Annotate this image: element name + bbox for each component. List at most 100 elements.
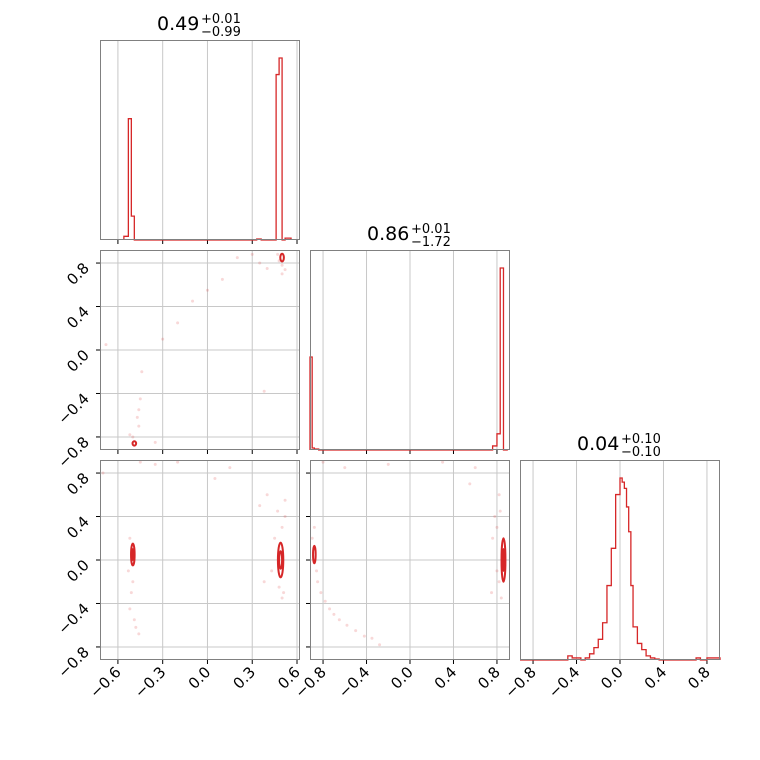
contour-level bbox=[130, 548, 135, 562]
x-tick-label: 0.4 bbox=[431, 663, 461, 693]
scatter-point bbox=[280, 263, 284, 267]
panel-p0-p1: −0.8 −0.4 0.0 0.4 0.8 bbox=[54, 250, 300, 472]
x-tick-label: 0.0 bbox=[185, 663, 215, 693]
scatter-point bbox=[270, 569, 274, 573]
title-p1: 0.86 +0.01 −1.72 bbox=[367, 222, 451, 250]
panels: −0.8−0.40.00.40.8−0.6 −0.3 0.0 0.3 0.6−0.8−0… bbox=[54, 40, 721, 702]
panel-frame bbox=[520, 460, 720, 660]
x-tick-label: 0.0 bbox=[597, 663, 627, 693]
scatter-point bbox=[131, 580, 135, 584]
scatter-point bbox=[319, 591, 323, 595]
scatter-point bbox=[191, 299, 195, 303]
scatter-point bbox=[468, 482, 472, 486]
scatter-point bbox=[228, 466, 232, 470]
scatter-point bbox=[129, 591, 133, 595]
title-p0: 0.49 +0.01 −0.99 bbox=[157, 12, 241, 40]
scatter-point bbox=[128, 607, 132, 611]
scatter-point bbox=[386, 462, 390, 466]
x-tick-label: −0.3 bbox=[131, 663, 169, 701]
scatter-point bbox=[258, 504, 262, 508]
y-tick-label: 0.4 bbox=[63, 513, 93, 543]
scatter-point bbox=[101, 471, 105, 475]
scatter-point bbox=[213, 476, 217, 480]
contour-level bbox=[278, 550, 284, 570]
scatter-point bbox=[235, 256, 239, 260]
scatter-point bbox=[495, 525, 499, 529]
scatter-point bbox=[277, 585, 281, 589]
scatter-point bbox=[262, 389, 266, 393]
scatter-point bbox=[491, 536, 495, 540]
scatter-point bbox=[276, 509, 280, 513]
panel-frame bbox=[100, 460, 300, 660]
scatter-point bbox=[128, 536, 132, 540]
scatter-point bbox=[273, 536, 277, 540]
title-p2-minus: −0.10 bbox=[621, 445, 661, 460]
scatter-point bbox=[104, 343, 108, 347]
scatter-point bbox=[473, 466, 477, 470]
scatter-point bbox=[283, 498, 287, 502]
scatter-point bbox=[126, 569, 130, 573]
panel-frame bbox=[100, 40, 300, 240]
scatter-point bbox=[137, 632, 141, 636]
title-p2-plus: +0.10 bbox=[621, 432, 661, 447]
scatter-point bbox=[176, 321, 180, 325]
scatter-point bbox=[316, 580, 320, 584]
scatter-point bbox=[137, 408, 141, 412]
panel-background bbox=[100, 40, 300, 240]
scatter-point bbox=[128, 433, 132, 437]
scatter-point bbox=[135, 415, 139, 419]
scatter-point bbox=[345, 623, 349, 627]
scatter-point bbox=[250, 252, 254, 256]
panel-p0-p2: −0.6 −0.3 0.0 0.3 0.6−0.8−0.40.00.40.8 bbox=[54, 460, 304, 702]
scatter-point bbox=[265, 493, 269, 497]
scatter-point bbox=[495, 569, 499, 573]
scatter-point bbox=[138, 460, 142, 464]
scatter-point bbox=[153, 462, 157, 466]
scatter-point bbox=[343, 466, 347, 470]
scatter-point bbox=[280, 525, 284, 529]
scatter-point bbox=[321, 460, 325, 464]
scatter-point bbox=[153, 440, 157, 444]
scatter-point bbox=[134, 625, 138, 629]
contour-level bbox=[501, 548, 506, 572]
contour-level bbox=[131, 440, 138, 447]
scatter-point bbox=[137, 424, 141, 428]
scatter-point bbox=[323, 599, 327, 603]
title-p2-value: 0.04 bbox=[577, 433, 619, 455]
scatter-point bbox=[490, 591, 494, 595]
panel-p1-p2: −0.8 −0.4 0.0 0.4 0.8 bbox=[291, 460, 510, 702]
title-p0-value: 0.49 bbox=[157, 13, 199, 35]
scatter-point bbox=[282, 591, 286, 595]
scatter-point bbox=[370, 636, 374, 640]
y-tick-label: 0.0 bbox=[63, 346, 93, 376]
hist-panel-p2: −0.8 −0.4 0.0 0.4 0.8 bbox=[501, 460, 721, 702]
y-tick-label: 0.8 bbox=[63, 469, 93, 499]
scatter-point bbox=[328, 607, 332, 611]
x-tick-label: 0.3 bbox=[229, 663, 259, 693]
title-p0-plus: +0.01 bbox=[201, 12, 241, 27]
x-tick-label: 0.0 bbox=[387, 663, 417, 693]
title-p2: 0.04 +0.10 −0.10 bbox=[577, 432, 661, 460]
y-tick-label: 0.8 bbox=[63, 259, 93, 289]
scatter-point bbox=[315, 569, 319, 573]
scatter-point bbox=[312, 525, 316, 529]
scatter-point bbox=[337, 618, 341, 622]
y-tick-label: −0.8 bbox=[54, 643, 92, 681]
scatter-point bbox=[310, 536, 314, 540]
scatter-point bbox=[498, 509, 502, 513]
scatter-point bbox=[362, 634, 366, 638]
scatter-point bbox=[138, 397, 142, 401]
x-tick-label: 0.8 bbox=[474, 663, 504, 693]
scatter-point bbox=[497, 493, 501, 497]
x-tick-label: −0.4 bbox=[335, 663, 373, 701]
scatter-point bbox=[493, 515, 497, 519]
scatter-point bbox=[283, 268, 287, 272]
y-tick-label: 0.0 bbox=[63, 556, 93, 586]
scatter-point bbox=[280, 272, 284, 276]
scatter-point bbox=[354, 629, 358, 633]
title-p1-minus: −1.72 bbox=[411, 235, 451, 250]
x-tick-label: 0.4 bbox=[641, 663, 671, 693]
scatter-point bbox=[276, 252, 280, 256]
y-tick-label: −0.4 bbox=[54, 600, 92, 638]
scatter-point bbox=[378, 643, 382, 647]
